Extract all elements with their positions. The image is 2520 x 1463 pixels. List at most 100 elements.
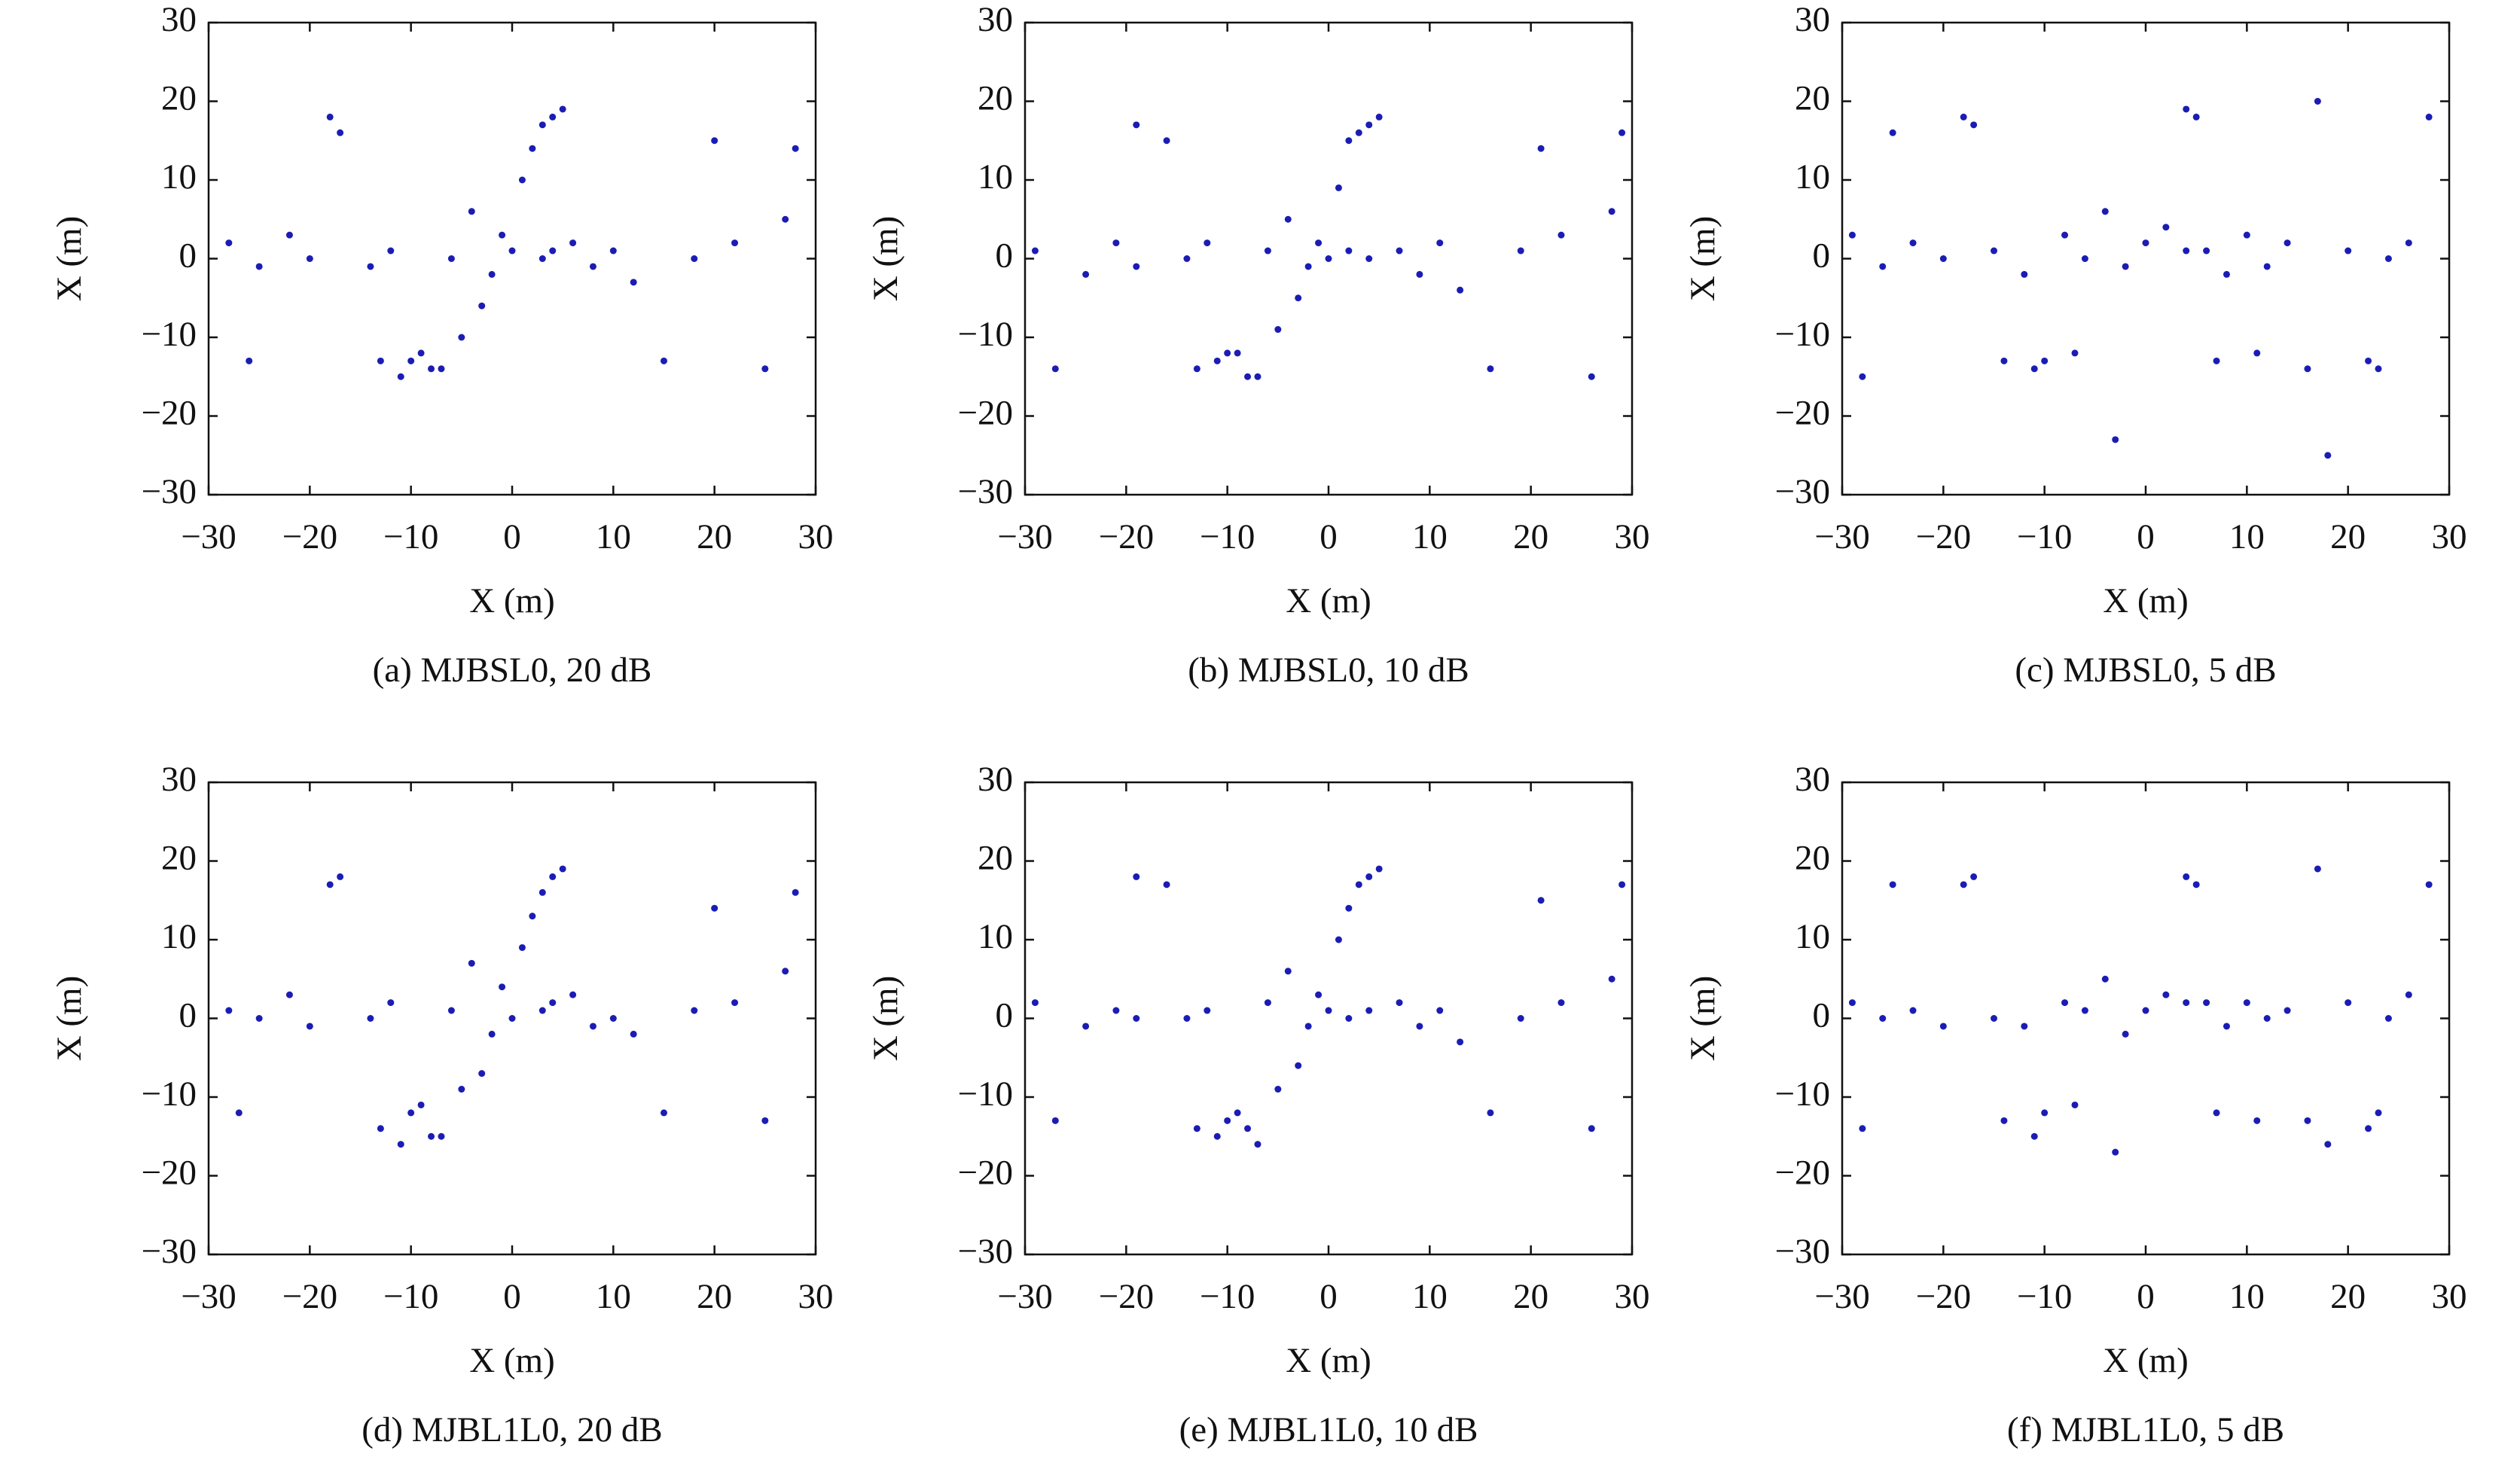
x-tick-label: 0: [2137, 1277, 2155, 1316]
point: [438, 1132, 445, 1140]
y-tick-label: −10: [141, 1074, 197, 1114]
y-tick-label: 0: [179, 995, 197, 1035]
y-axis-label: X (m): [866, 216, 905, 302]
point: [499, 231, 506, 239]
y-tick-label: 0: [996, 236, 1014, 275]
point: [792, 888, 799, 896]
point: [337, 129, 344, 136]
y-tick-label: −30: [957, 1232, 1013, 1271]
point: [1244, 373, 1252, 380]
point: [2183, 999, 2190, 1007]
x-tick-label: −10: [383, 1277, 439, 1316]
point: [1487, 365, 1494, 373]
point: [1375, 113, 1383, 120]
point: [1234, 349, 1241, 357]
point: [1082, 270, 1090, 278]
point: [1436, 1007, 1444, 1014]
point: [1133, 121, 1140, 129]
point: [2365, 357, 2372, 364]
x-tick-label: 0: [503, 517, 521, 556]
point: [1517, 1015, 1524, 1022]
point: [2365, 1125, 2372, 1132]
point: [2081, 255, 2088, 262]
point: [387, 247, 395, 255]
point: [2000, 357, 2008, 364]
point: [589, 1023, 596, 1030]
point: [326, 881, 334, 888]
point: [1325, 1007, 1332, 1014]
point: [2223, 1023, 2230, 1030]
x-tick-label: −10: [1200, 517, 1255, 556]
point: [661, 357, 667, 364]
y-tick-label: −30: [141, 1232, 197, 1271]
point: [2183, 247, 2190, 255]
point: [468, 959, 475, 967]
point: [1859, 373, 1866, 380]
x-tick-label: 10: [596, 1277, 631, 1316]
point: [417, 349, 425, 357]
point: [1517, 247, 1524, 255]
point: [549, 113, 557, 120]
y-tick-label: 0: [1813, 995, 1831, 1035]
y-tick-label: −30: [141, 472, 197, 511]
y-tick-label: 10: [1795, 917, 1830, 956]
x-tick-label: −20: [1099, 1277, 1155, 1316]
point: [691, 1007, 698, 1014]
point: [1335, 184, 1342, 191]
point: [661, 1109, 667, 1117]
x-tick-label: 20: [2330, 1277, 2366, 1316]
point: [1295, 1062, 1302, 1069]
point: [1183, 1015, 1191, 1022]
point: [609, 247, 617, 255]
x-tick-label: 30: [2432, 1277, 2467, 1316]
point: [1588, 1125, 1595, 1132]
point: [1365, 255, 1373, 262]
x-tick-label: −30: [997, 1277, 1053, 1316]
y-tick-label: 20: [1795, 78, 1830, 117]
y-tick-label: −20: [141, 1153, 197, 1192]
point: [1213, 357, 1221, 364]
point: [1304, 263, 1312, 270]
point: [1879, 263, 1887, 270]
point: [761, 365, 769, 373]
point: [1112, 239, 1120, 247]
point: [1970, 121, 1978, 129]
point: [2345, 247, 2352, 255]
point: [488, 270, 496, 278]
y-tick-label: 30: [1795, 760, 1830, 799]
axes-frame: [1841, 781, 2451, 1256]
point: [1859, 1125, 1866, 1132]
y-tick-label: −10: [1774, 315, 1830, 354]
point: [1557, 999, 1565, 1007]
point: [2203, 247, 2210, 255]
point: [2162, 224, 2170, 231]
point: [235, 1109, 243, 1117]
axes-frame: [207, 21, 817, 496]
point: [1234, 1109, 1241, 1117]
y-axis-label: X (m): [1683, 976, 1722, 1062]
point: [499, 983, 506, 991]
point: [1355, 881, 1362, 888]
y-tick-label: −20: [141, 393, 197, 432]
point: [2162, 991, 2170, 998]
point: [1939, 1023, 1947, 1030]
y-tick-label: 0: [996, 995, 1014, 1035]
point: [630, 279, 637, 286]
point: [2223, 270, 2230, 278]
point: [1254, 373, 1262, 380]
point: [549, 247, 557, 255]
point: [792, 145, 799, 152]
point: [2405, 991, 2412, 998]
point: [337, 873, 344, 880]
point: [1879, 1015, 1887, 1022]
point: [711, 904, 718, 912]
point: [1193, 365, 1201, 373]
point: [2324, 1141, 2332, 1148]
point: [2183, 105, 2190, 113]
point: [1355, 129, 1362, 136]
point: [538, 888, 546, 896]
point: [1224, 349, 1231, 357]
panel: −30 −20 −10 0 10 20 30 −30 −20 −10 0 10 20 30 X (m) X (…: [50, 0, 834, 690]
point: [1365, 1007, 1373, 1014]
point: [731, 239, 739, 247]
